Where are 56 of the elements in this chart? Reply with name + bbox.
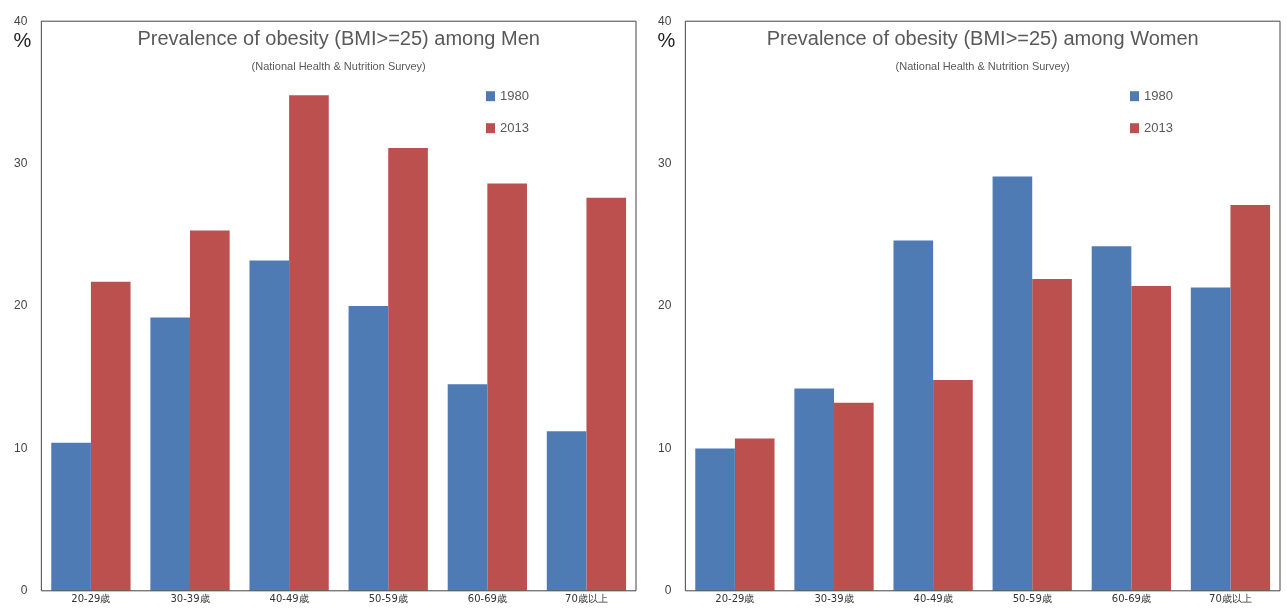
y-tick-label: 0	[20, 583, 28, 598]
bar	[190, 230, 230, 591]
bar	[51, 442, 91, 591]
bar	[1230, 204, 1271, 591]
legend-label: 1980	[1144, 87, 1173, 103]
text: (National Health & Nutrition Survey)	[895, 59, 1070, 72]
bar	[289, 95, 329, 591]
y-tick-label: 30	[13, 155, 28, 170]
x-tick-label: 70歳以上	[1209, 593, 1252, 605]
bar	[834, 402, 874, 591]
bar	[348, 306, 389, 591]
legend-label: 2013	[500, 119, 529, 135]
bar	[893, 240, 934, 591]
y-tick-label: 40	[13, 13, 28, 28]
legend-label: 2013	[1144, 119, 1173, 135]
bar	[1032, 278, 1072, 591]
y-tick-label: 40	[657, 13, 672, 28]
bar	[150, 317, 191, 591]
x-tick-label: 60-69歳	[1111, 593, 1151, 605]
y-tick-label: 20	[13, 298, 28, 313]
x-tick-label: 30-39歳	[170, 593, 210, 605]
bar	[249, 260, 290, 591]
x-tick-label: 20-29歳	[715, 593, 755, 605]
x-tick-label: 60-69歳	[467, 593, 507, 605]
y-tick-label: 10	[13, 440, 28, 455]
bar	[586, 197, 627, 591]
x-tick-label: 50-59歳	[368, 593, 408, 605]
y-tick-label: 20	[657, 298, 672, 313]
bar	[90, 281, 131, 591]
y-axis-title: %	[13, 28, 32, 51]
bar	[447, 384, 488, 591]
chart-title: Prevalence of obesity (BMI>=25) among Men	[137, 26, 540, 49]
y-tick-label: 30	[657, 155, 672, 170]
y-tick-label: 0	[664, 583, 672, 598]
bar	[933, 380, 973, 591]
x-tick-label: 20-29歳	[71, 593, 111, 605]
x-tick-label: 50-59歳	[1012, 593, 1052, 605]
text: (National Health & Nutrition Survey)	[251, 59, 426, 72]
bar	[546, 431, 587, 591]
x-tick-label: 40-49歳	[913, 593, 953, 605]
y-tick-label: 10	[657, 440, 672, 455]
bar	[794, 388, 835, 591]
bar	[734, 438, 775, 591]
y-axis-title: %	[657, 28, 676, 51]
bar	[487, 183, 527, 591]
x-tick-label: 70歳以上	[565, 593, 608, 605]
bar	[1091, 246, 1132, 591]
x-tick-label: 30-39歳	[814, 593, 854, 605]
legend-label: 1980	[500, 87, 529, 103]
bar	[388, 147, 428, 591]
bar	[1131, 286, 1171, 591]
x-tick-label: 40-49歳	[269, 593, 309, 605]
chart-title: Prevalence of obesity (BMI>=25) among Women	[766, 26, 1199, 49]
bar	[992, 176, 1033, 591]
bar	[1190, 287, 1231, 591]
bar	[695, 448, 735, 591]
